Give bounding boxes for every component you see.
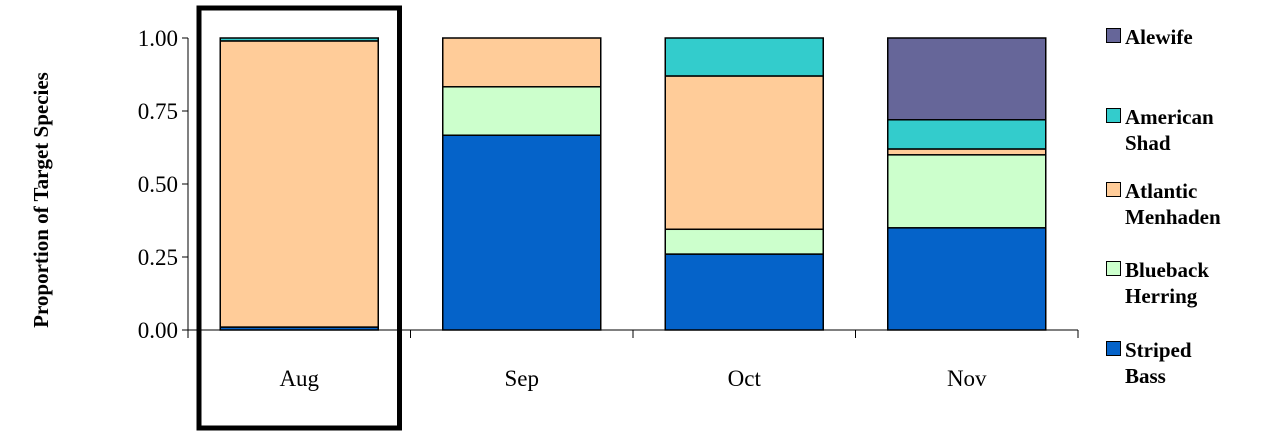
bar-segment-sep-striped-bass	[442, 134, 602, 331]
x-tick-label-aug: Aug	[279, 366, 319, 391]
y-tick-label: 0.00	[138, 318, 178, 343]
bar-segment-nov-striped-bass	[887, 227, 1047, 331]
x-tick-label-sep: Sep	[505, 366, 540, 391]
x-tick-label-oct: Oct	[728, 366, 762, 391]
legend-label-striped-bass: Striped Bass	[1125, 338, 1192, 388]
legend-label-alewife: Alewife	[1125, 25, 1193, 49]
bar-segment-sep-atlantic-menhaden	[442, 37, 602, 88]
bar-segment-oct-american-shad	[664, 37, 824, 77]
bar-segment-nov-american-shad	[887, 119, 1047, 150]
axes-group: 0.00 0.25 0.50 0.75 1.00 Aug Sep Oct Nov	[138, 26, 1079, 391]
legend-item-atlantic-menhaden: Atlantic Menhaden	[1106, 178, 1221, 230]
bar-segment-nov-atlantic-menhaden	[887, 148, 1047, 156]
legend-item-striped-bass: Striped Bass	[1106, 337, 1192, 389]
bar-segment-oct-striped-bass	[664, 253, 824, 331]
legend-swatch-striped-bass	[1106, 341, 1121, 356]
legend-swatch-alewife	[1106, 28, 1121, 43]
y-tick-label: 1.00	[138, 26, 178, 51]
bar-segment-nov-alewife	[887, 37, 1047, 121]
y-tick-label: 0.25	[138, 245, 178, 270]
bar-segment-oct-atlantic-menhaden	[664, 75, 824, 231]
legend-label-atlantic-menhaden: Atlantic Menhaden	[1125, 179, 1221, 229]
legend-label-blueback-herring: Blueback Herring	[1125, 258, 1210, 308]
bars-group	[219, 37, 1047, 331]
legend-item-blueback-herring: Blueback Herring	[1106, 257, 1209, 309]
highlight-box-aug	[196, 5, 402, 431]
y-tick-label: 0.75	[138, 99, 178, 124]
bar-segment-oct-blueback-herring	[664, 228, 824, 255]
y-tick-label: 0.50	[138, 172, 178, 197]
x-tick-label-nov: Nov	[947, 366, 987, 391]
bar-segment-aug-american-shad	[219, 37, 379, 42]
legend-swatch-blueback-herring	[1106, 261, 1121, 276]
legend-swatch-atlantic-menhaden	[1106, 182, 1121, 197]
bar-segment-sep-blueback-herring	[442, 86, 602, 136]
legend: Alewife American Shad Atlantic Menhaden Blu…	[1106, 0, 1265, 431]
legend-item-alewife: Alewife	[1106, 24, 1193, 50]
legend-label-american-shad: American Shad	[1125, 105, 1214, 155]
legend-item-american-shad: American Shad	[1106, 104, 1214, 156]
y-axis-label: Proportion of Target Species	[29, 72, 53, 328]
bar-segment-nov-blueback-herring	[887, 154, 1047, 229]
legend-swatch-american-shad	[1106, 108, 1121, 123]
bar-segment-aug-atlantic-menhaden	[219, 40, 379, 328]
